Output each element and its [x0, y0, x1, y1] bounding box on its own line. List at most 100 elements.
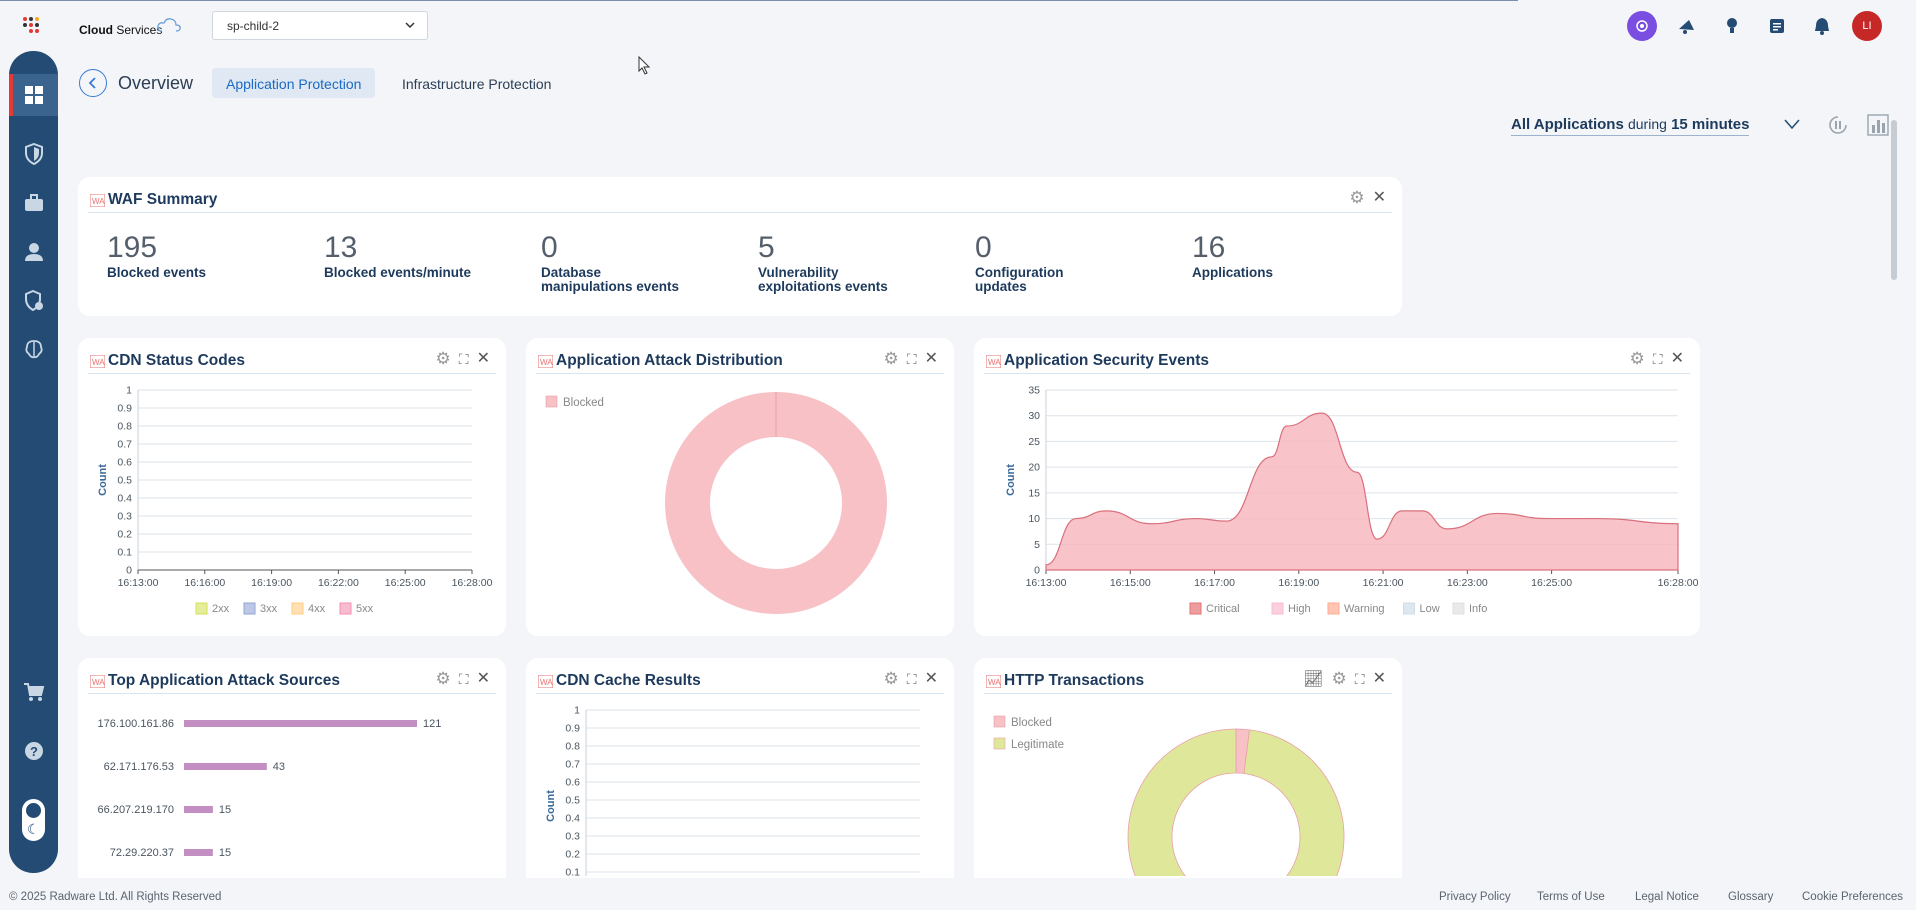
expand-icon[interactable]: ⛶	[458, 670, 469, 687]
y-tick-label: 0.2	[565, 849, 580, 861]
x-tick-label: 16:19:00	[1278, 577, 1319, 589]
gear-icon[interactable]: ⚙	[1331, 669, 1347, 688]
pie-slice	[1127, 728, 1345, 876]
y-tick-label: 0.7	[565, 759, 580, 771]
waf-icon: WA	[538, 675, 553, 688]
legend-label: Warning	[1344, 603, 1385, 615]
shield-icon	[24, 143, 43, 165]
copyright: © 2025 Radware Ltd. All Rights Reserved	[9, 891, 222, 903]
sidebar-item-cart[interactable]	[9, 671, 58, 713]
page-scrollbar[interactable]	[1891, 120, 1897, 280]
bar-chart-icon[interactable]	[1866, 113, 1890, 137]
user-icon	[24, 243, 43, 261]
y-tick-label: 1	[574, 705, 580, 717]
close-icon[interactable]: ✕	[924, 670, 938, 687]
card-tools: ⚙ ⛶ ✕	[436, 669, 490, 689]
expand-icon[interactable]: ⛶	[1652, 350, 1663, 367]
y-tick-label: 0.2	[117, 529, 132, 541]
security-events-chart: 0 5 10 15 20 25 30 35 Count 16:13:00 16:15:00 16:17…	[1005, 385, 1699, 616]
news-icon[interactable]	[1762, 11, 1792, 41]
expand-icon[interactable]: ⛶	[906, 350, 917, 367]
back-button[interactable]	[79, 69, 107, 97]
footer-link-legal[interactable]: Legal Notice	[1635, 891, 1699, 903]
y-tick-label: 0.8	[565, 741, 580, 753]
close-icon[interactable]: ✕	[1670, 350, 1684, 367]
sidebar-item-security-settings[interactable]	[9, 280, 58, 322]
lightbulb-icon[interactable]	[1717, 11, 1747, 41]
line-chart-icon[interactable]: 📈︎	[1303, 671, 1324, 688]
scope-filter[interactable]: All Applications during 15 minutes	[1511, 116, 1750, 136]
legend-label: Info	[1469, 603, 1487, 615]
x-tick-label: 16:19:00	[251, 577, 292, 589]
announcement-icon[interactable]	[1672, 11, 1702, 41]
x-tick-label: 16:25:00	[385, 577, 426, 589]
y-tick-label: 10	[1028, 513, 1040, 525]
help-icon: ?	[24, 742, 43, 760]
expand-icon[interactable]: ⛶	[1354, 670, 1365, 687]
sidebar-item-help[interactable]: ?	[9, 730, 58, 772]
card-tools: ⚙ ✕	[1349, 188, 1386, 208]
gear-icon[interactable]: ⚙	[1629, 349, 1645, 368]
bar-value-label: 43	[273, 761, 285, 773]
dashboard-icon	[24, 86, 43, 104]
svg-text:WA: WA	[540, 678, 553, 687]
svg-text:?: ?	[30, 744, 38, 759]
cdn-status-chart: 0 0.1 0.2 0.3 0.4 0.5 0.6 0.7 0.8 0.9 1 Count 16:13:…	[97, 385, 493, 616]
tenant-value: sp-child-2	[227, 19, 280, 33]
bar	[184, 806, 213, 813]
theme-toggle[interactable]	[22, 799, 45, 841]
close-icon[interactable]: ✕	[476, 350, 490, 367]
y-axis-label: Count	[545, 790, 557, 822]
close-icon[interactable]: ✕	[1372, 670, 1386, 687]
gear-icon[interactable]: ⚙	[1349, 188, 1365, 207]
legend-label: Critical	[1206, 603, 1240, 615]
sidebar-item-account[interactable]	[9, 231, 58, 273]
chevron-left-icon	[88, 77, 96, 89]
user-avatar[interactable]: LI	[1852, 11, 1882, 41]
footer-link-cookies[interactable]: Cookie Preferences	[1802, 891, 1903, 903]
y-tick-label: 0.7	[117, 439, 132, 451]
expand-icon[interactable]: ⛶	[458, 350, 469, 367]
x-tick-label: 16:22:00	[318, 577, 359, 589]
attack-distribution-chart: Blocked	[545, 392, 887, 614]
scope-applications: All Applications	[1511, 116, 1624, 133]
close-icon[interactable]: ✕	[1372, 189, 1386, 206]
close-icon[interactable]: ✕	[476, 670, 490, 687]
tab-application-protection[interactable]: Application Protection	[212, 68, 376, 98]
sidebar-item-protection[interactable]	[9, 133, 58, 175]
y-tick-label: 20	[1028, 462, 1040, 474]
cart-icon	[23, 683, 44, 701]
tenant-selector[interactable]: sp-child-2	[212, 11, 428, 40]
y-tick-label: 0.3	[565, 831, 580, 843]
gear-icon[interactable]: ⚙	[883, 669, 899, 688]
bell-icon[interactable]	[1807, 11, 1837, 41]
y-tick-label: 0.9	[565, 723, 580, 735]
y-axis-label: Count	[1005, 464, 1017, 496]
expand-icon[interactable]: ⛶	[906, 670, 917, 687]
close-icon[interactable]: ✕	[924, 350, 938, 367]
ai-assistant-icon[interactable]	[1627, 11, 1657, 41]
tab-infrastructure-protection[interactable]: Infrastructure Protection	[402, 76, 552, 92]
footer-link-terms[interactable]: Terms of Use	[1537, 891, 1605, 903]
y-tick-label: 0.4	[565, 813, 580, 825]
sidebar-item-dashboard[interactable]	[9, 74, 58, 116]
card-title: Top Application Attack Sources	[108, 672, 340, 689]
pause-refresh-icon[interactable]	[1826, 113, 1850, 137]
waf-icon: WA	[986, 675, 1001, 688]
waf-icon: WA	[538, 355, 553, 368]
y-tick-label: 0.5	[565, 795, 580, 807]
chevron-down-icon[interactable]	[1784, 118, 1800, 130]
svg-text:WA: WA	[92, 197, 105, 206]
y-tick-label: 0	[126, 565, 132, 577]
footer-link-glossary[interactable]: Glossary	[1728, 891, 1774, 903]
gear-icon[interactable]: ⚙	[435, 669, 451, 688]
footer-link-privacy[interactable]: Privacy Policy	[1439, 891, 1511, 903]
legend-swatch	[1403, 602, 1415, 615]
gear-icon[interactable]: ⚙	[435, 349, 451, 368]
sidebar-item-insights[interactable]	[9, 328, 58, 370]
briefcase-icon	[24, 194, 43, 211]
sidebar-item-services[interactable]	[9, 182, 58, 224]
area-series-high	[1045, 412, 1679, 571]
gear-icon[interactable]: ⚙	[883, 349, 899, 368]
app-launcher-icon[interactable]	[23, 17, 45, 35]
